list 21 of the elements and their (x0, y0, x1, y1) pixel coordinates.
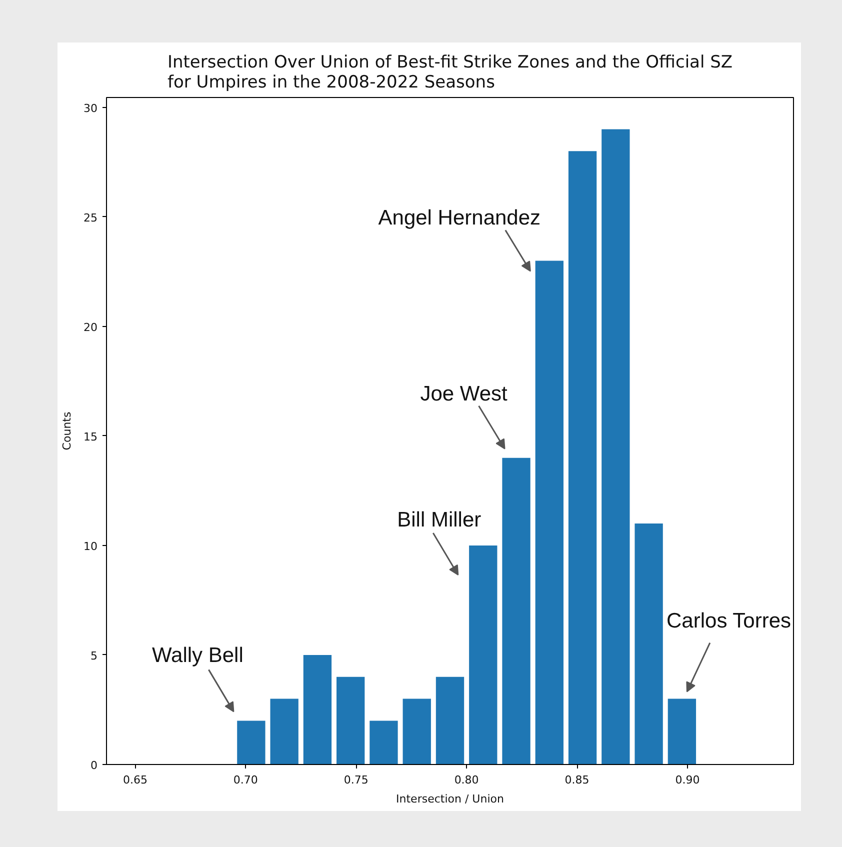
y-tick-label: 0 (90, 759, 98, 772)
x-axis-title: Intersection / Union (396, 792, 504, 806)
x-tick-label: 0.65 (122, 774, 148, 786)
annotation: Bill Miller (397, 508, 482, 532)
annotation: Wally Bell (152, 644, 244, 668)
y-tick-label: 15 (84, 430, 98, 444)
x-tick-label: 0.75 (344, 774, 368, 786)
annotation: Joe West (420, 382, 508, 406)
y-tick-label: 20 (84, 320, 98, 334)
annotation: Angel Hernandez (378, 206, 541, 230)
x-tick-label: 0.70 (233, 774, 258, 786)
chart-title: Intersection Over Union of Best-fit Strike Zones and the Official SZ for Umpires in the 2008-2022 Seasons (167, 52, 733, 92)
y-tick-label: 25 (84, 211, 98, 224)
x-tick-label: 0.80 (454, 774, 479, 786)
y-tick-label: 30 (84, 102, 98, 115)
y-axis-title: Counts (60, 412, 74, 450)
y-tick-label: 10 (84, 540, 98, 553)
x-tick-label: 0.90 (675, 774, 700, 786)
annotation: Carlos Torres (666, 609, 791, 632)
y-tick-label: 5 (90, 649, 98, 662)
x-tick-label: 0.85 (564, 774, 590, 786)
